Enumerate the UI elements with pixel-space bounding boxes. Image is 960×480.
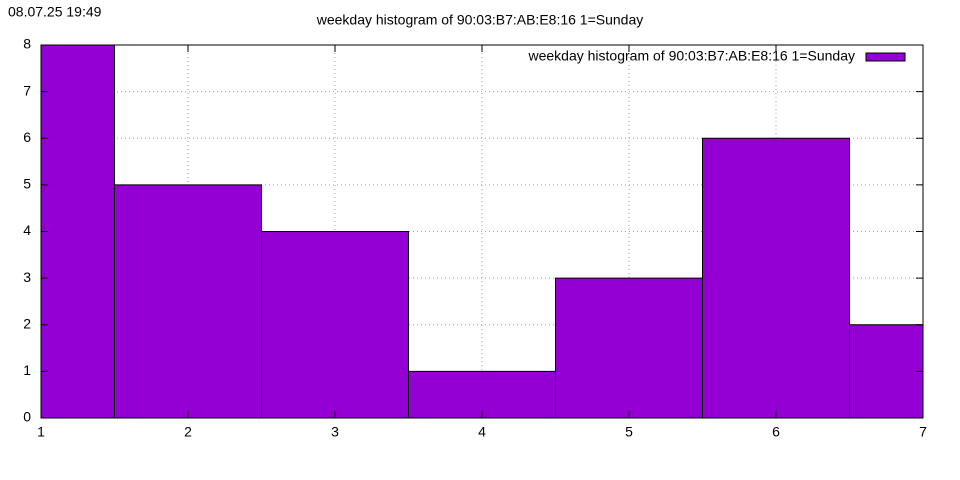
x-tick-label: 3: [331, 424, 339, 440]
y-tick-label: 5: [23, 176, 31, 192]
bar: [261, 231, 409, 418]
y-tick-label: 0: [23, 409, 31, 425]
x-tick-label: 4: [478, 424, 486, 440]
bar: [41, 45, 115, 418]
y-tick-label: 1: [23, 362, 31, 378]
chart-title: weekday histogram of 90:03:B7:AB:E8:16 1…: [316, 12, 644, 28]
y-tick-label: 8: [23, 36, 31, 52]
x-tick-label: 2: [184, 424, 192, 440]
bar: [849, 324, 923, 418]
y-tick-label: 7: [23, 82, 31, 98]
x-tick-label: 6: [772, 424, 780, 440]
y-tick-label: 3: [23, 269, 31, 285]
bar: [114, 184, 262, 418]
legend-label: weekday histogram of 90:03:B7:AB:E8:16 1…: [528, 48, 856, 64]
x-tick-label: 7: [919, 424, 927, 440]
bar: [555, 277, 703, 418]
bars: [41, 45, 923, 418]
x-tick-label: 1: [37, 424, 45, 440]
y-tick-label: 2: [23, 315, 31, 331]
y-tick-label: 6: [23, 129, 31, 145]
legend-swatch: [865, 52, 906, 62]
timestamp: 08.07.25 19:49: [8, 4, 102, 20]
bar: [408, 370, 556, 418]
plot-border: [40, 44, 924, 419]
y-tick-label: 4: [23, 222, 31, 238]
bar: [702, 137, 850, 418]
x-tick-label: 5: [625, 424, 633, 440]
